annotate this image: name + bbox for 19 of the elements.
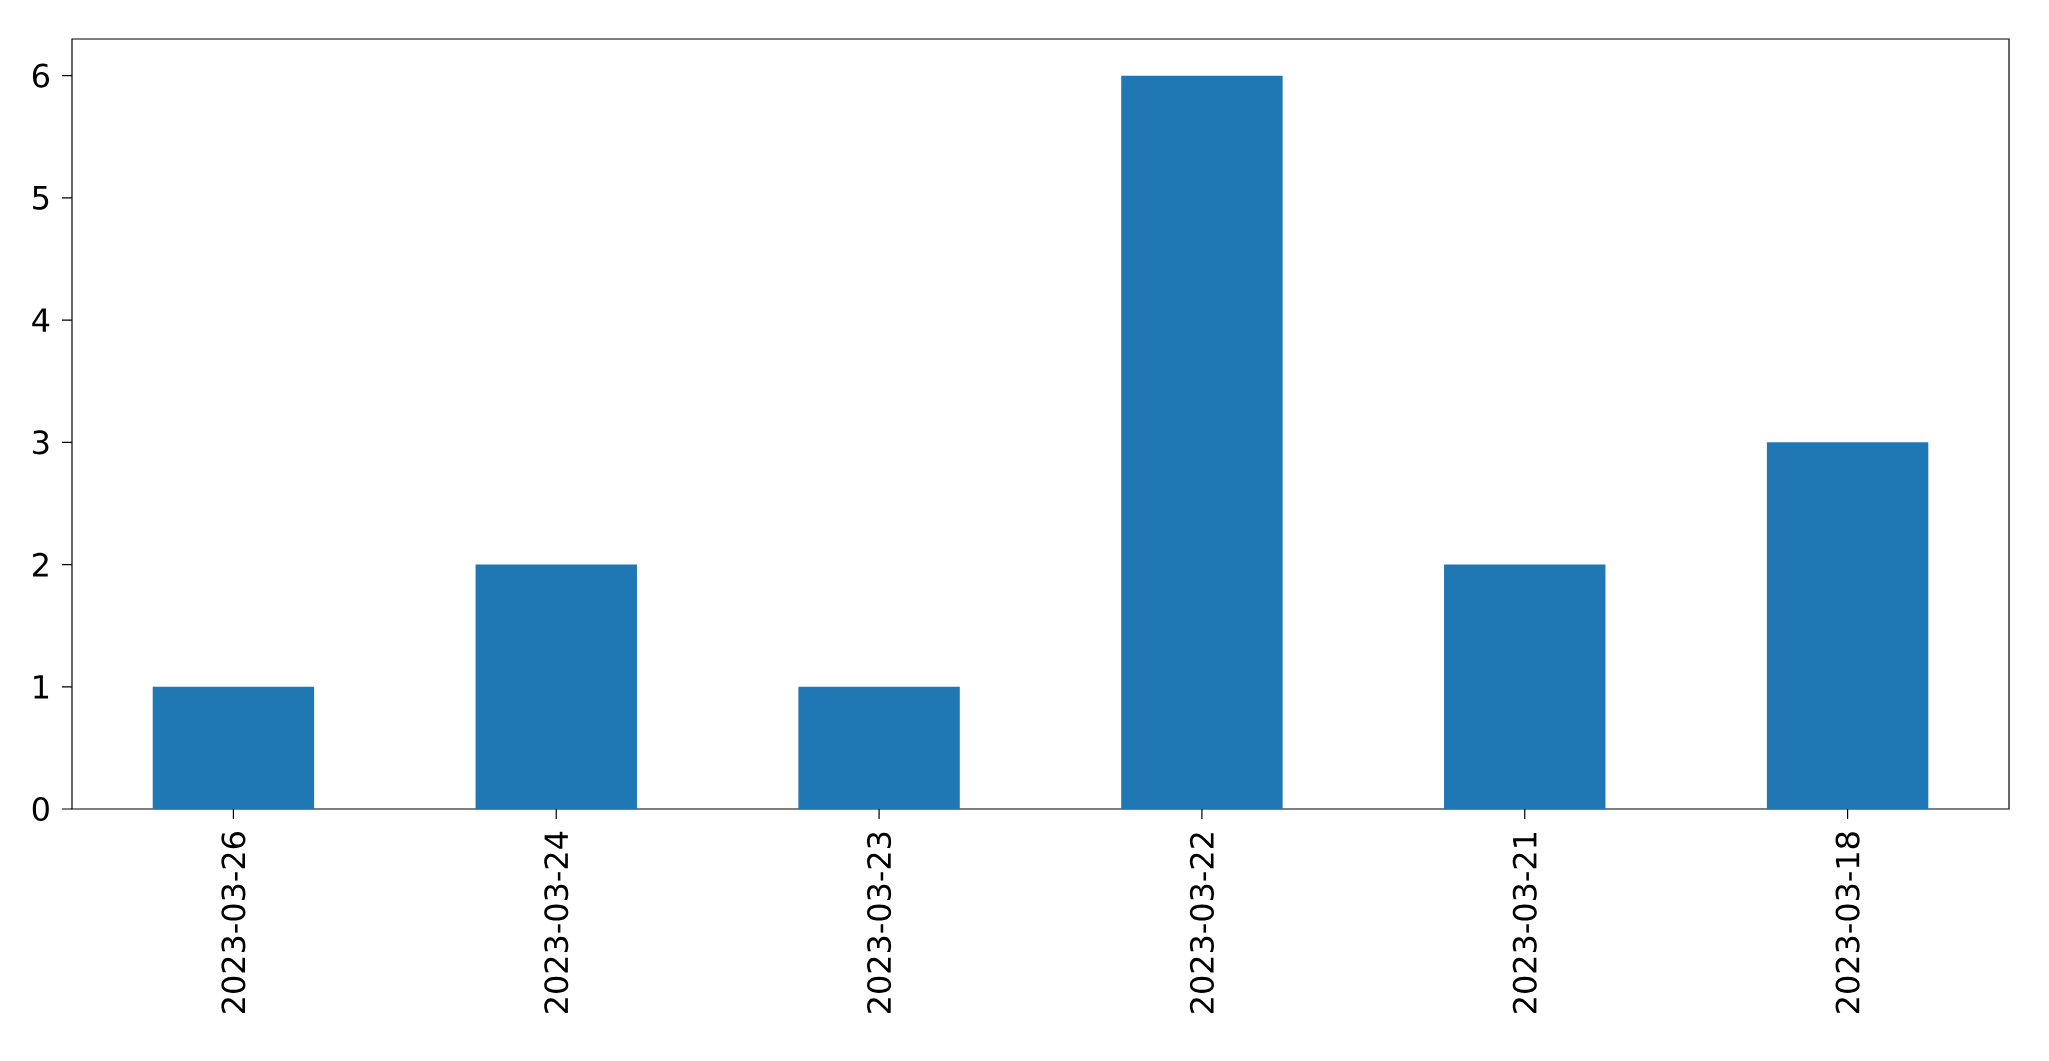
x-tick-label: 2023-03-18 bbox=[1835, 832, 1860, 1013]
y-tick-label: 6 bbox=[32, 63, 49, 88]
x-tick-label: 2023-03-26 bbox=[221, 832, 246, 1013]
x-tick-label: 2023-03-23 bbox=[867, 832, 892, 1013]
bar bbox=[1766, 442, 1929, 809]
bar bbox=[475, 564, 637, 809]
bar bbox=[1121, 75, 1283, 809]
y-tick-label: 2 bbox=[33, 552, 48, 577]
y-tick-label: 4 bbox=[32, 308, 50, 332]
bar bbox=[152, 686, 315, 809]
bar bbox=[798, 686, 960, 809]
y-tick-label: 5 bbox=[33, 186, 49, 210]
y-tick-label: 1 bbox=[34, 675, 49, 699]
x-tick-label: 2023-03-22 bbox=[1189, 833, 1214, 1013]
y-tick-label: 3 bbox=[33, 430, 49, 455]
x-tick-label: 2023-03-24 bbox=[544, 831, 569, 1013]
bar bbox=[1444, 564, 1606, 809]
x-tick-label: 2023-03-21 bbox=[1512, 833, 1537, 1013]
y-tick-label: 0 bbox=[32, 796, 49, 822]
